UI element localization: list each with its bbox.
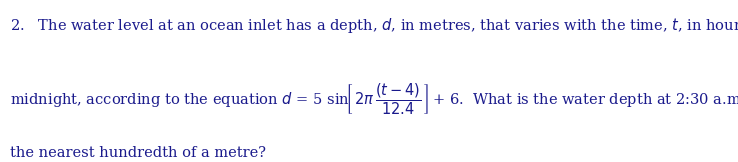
- Text: 2.   The water level at an ocean inlet has a depth, $d$, in metres, that varies : 2. The water level at an ocean inlet has…: [10, 16, 738, 35]
- Text: the nearest hundredth of a metre?: the nearest hundredth of a metre?: [10, 146, 266, 160]
- Text: midnight, according to the equation $d$ = 5 sin$\!\left[\,2\pi\,\dfrac{(t-4)}{12: midnight, according to the equation $d$ …: [10, 81, 738, 116]
